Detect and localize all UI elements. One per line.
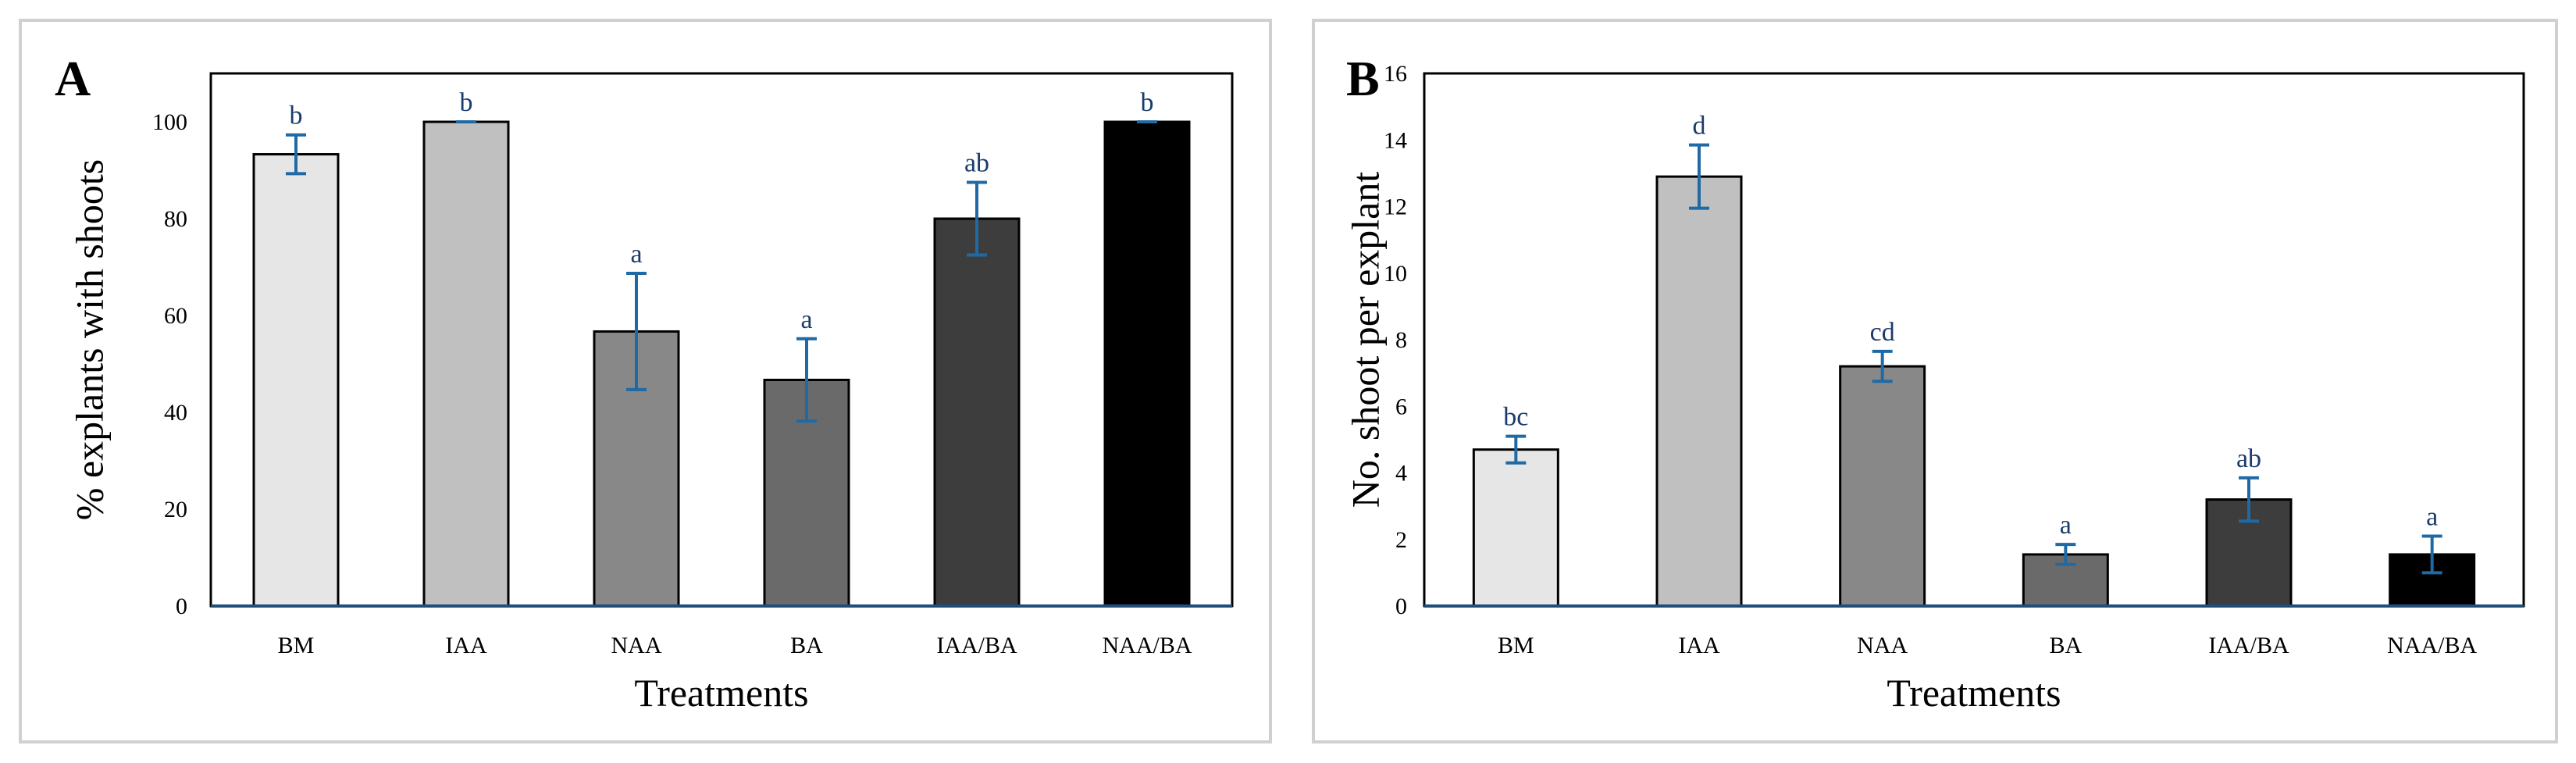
x-axis-title-b: Treatments xyxy=(1887,671,2061,715)
bar-b-1 xyxy=(1655,175,1743,608)
x-tick-label-b-4: IAA/BA xyxy=(2208,633,2289,658)
y-tick-label-a-2: 40 xyxy=(164,400,187,426)
significance-label-a-3: a xyxy=(800,305,812,334)
y-tick-label-b-0: 0 xyxy=(1395,594,1407,619)
x-tick-label-a-0: BM xyxy=(278,633,315,658)
x-tick-label-a-3: BA xyxy=(790,633,823,658)
significance-label-a-0: b xyxy=(290,102,303,130)
y-axis-title-a: % explants with shoots xyxy=(67,159,111,520)
x-tick-label-b-2: NAA xyxy=(1857,633,1908,658)
error-bar-b-2 xyxy=(1872,349,1893,383)
y-tick-label-b-4: 8 xyxy=(1395,327,1407,353)
y-tick-label-a-4: 80 xyxy=(164,206,187,232)
error-bar-a-2 xyxy=(626,272,647,391)
bar-a-4 xyxy=(933,217,1021,608)
y-tick-label-b-7: 14 xyxy=(1384,127,1407,153)
bar-b-2 xyxy=(1839,365,1926,608)
y-tick-label-b-2: 4 xyxy=(1395,461,1407,487)
y-tick-label-a-1: 20 xyxy=(164,497,187,522)
x-tick-label-a-1: IAA xyxy=(445,633,487,658)
error-bar-b-5 xyxy=(2421,534,2442,575)
error-bar-a-0 xyxy=(286,133,306,176)
significance-label-b-5: a xyxy=(2426,502,2438,531)
panel-letter-b: B xyxy=(1346,51,1380,106)
x-tick-label-b-5: NAA/BA xyxy=(2387,633,2477,658)
error-bar-a-3 xyxy=(796,337,817,423)
panel-letter-a: A xyxy=(55,51,91,106)
x-tick-label-a-4: IAA/BA xyxy=(936,633,1017,658)
error-bar-a-4 xyxy=(967,180,987,257)
x-tick-label-b-3: BA xyxy=(2049,633,2082,658)
bar-a-5 xyxy=(1103,120,1191,608)
plot-frame-b xyxy=(1423,72,2525,608)
x-tick-label-b-1: IAA xyxy=(1678,633,1720,658)
y-tick-label-a-3: 60 xyxy=(164,303,187,329)
x-tick-label-a-2: NAA xyxy=(611,633,662,658)
y-tick-label-b-8: 16 xyxy=(1384,61,1407,87)
chart-a-svg: A 0 20 40 60 80 100 % explants with shoots b BM b I… xyxy=(55,51,1234,715)
y-axis-title-b: No. shoot per explant xyxy=(1343,172,1387,508)
x-tick-label-a-5: NAA/BA xyxy=(1102,633,1192,658)
significance-label-b-0: bc xyxy=(1503,403,1528,432)
significance-label-a-2: a xyxy=(630,240,642,269)
y-tick-label-a-0: 0 xyxy=(176,594,187,619)
bar-a-0 xyxy=(252,153,340,608)
x-axis-title-a: Treatments xyxy=(634,671,808,715)
error-bar-b-1 xyxy=(1689,143,1709,210)
y-tick-label-b-6: 12 xyxy=(1384,194,1407,220)
significance-label-a-4: ab xyxy=(964,149,989,178)
significance-label-b-3: a xyxy=(2060,511,2072,540)
chart-panel-b: B 0 2 4 6 8 10 12 14 16 No. shoot per explant bc BM d… xyxy=(1312,19,2558,743)
y-tick-label-b-1: 2 xyxy=(1395,527,1407,553)
error-bar-b-4 xyxy=(2239,476,2259,523)
y-tick-label-a-5: 100 xyxy=(152,109,187,135)
chart-panel-a: A 0 20 40 60 80 100 % explants with shoots b BM b I… xyxy=(19,19,1272,743)
significance-label-b-1: d xyxy=(1693,112,1706,141)
y-tick-label-b-3: 6 xyxy=(1395,394,1407,419)
chart-b-svg: B 0 2 4 6 8 10 12 14 16 No. shoot per explant bc BM d… xyxy=(1343,51,2525,715)
bar-b-0 xyxy=(1472,448,1559,608)
error-bar-b-3 xyxy=(2055,543,2076,566)
plot-frame-a xyxy=(209,72,1234,608)
significance-label-b-4: ab xyxy=(2236,444,2261,473)
x-tick-label-b-0: BM xyxy=(1498,633,1534,658)
bar-a-1 xyxy=(422,120,510,608)
significance-label-a-1: b xyxy=(460,88,473,117)
significance-label-a-5: b xyxy=(1141,88,1154,117)
y-tick-label-b-5: 10 xyxy=(1384,261,1407,287)
error-bar-b-0 xyxy=(1505,434,1527,465)
significance-label-b-2: cd xyxy=(1870,318,1895,347)
